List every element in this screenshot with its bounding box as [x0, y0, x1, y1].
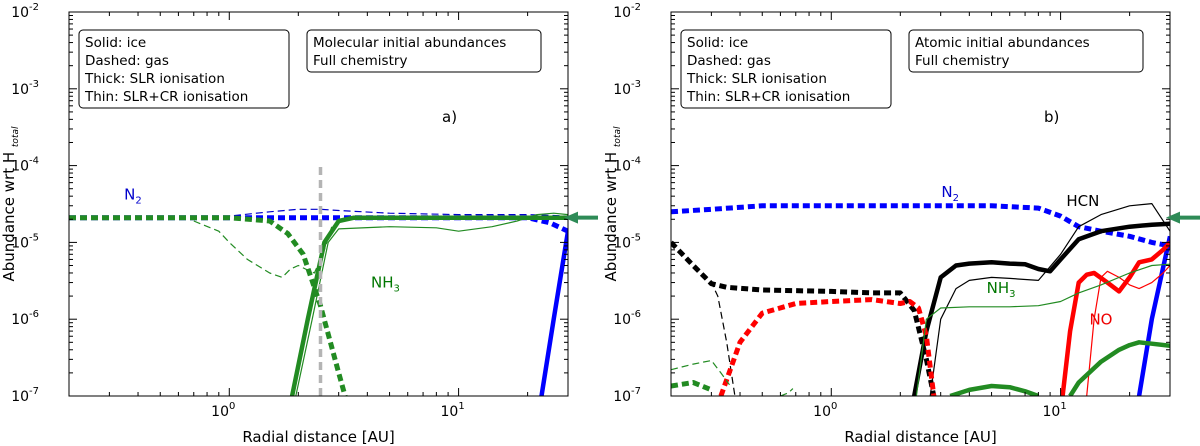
y-axis-label: Abundance wrt H total	[602, 126, 623, 281]
annotation-hcn: HCN	[1066, 192, 1099, 210]
x-tick-exponent: 0	[831, 401, 837, 412]
info-line: Full chemistry	[915, 53, 1009, 69]
plot-frame	[670, 11, 1171, 397]
series-n2-gas-slr-	[671, 203, 1170, 249]
series-n2-ice-slr-	[539, 230, 568, 396]
y-tick-exponent: -3	[29, 79, 39, 90]
legend-line: Thin: SLR+CR ionisation	[84, 89, 248, 105]
arrow-icon	[1166, 211, 1200, 224]
y-tick-exponent: -5	[631, 232, 641, 243]
y-tick-exponent: -5	[29, 232, 39, 243]
annotation-no: NO	[1089, 311, 1112, 329]
y-tick-exponent: -4	[29, 156, 39, 167]
y-tick-exponent: -3	[631, 79, 641, 90]
x-tick-exponent: 1	[1060, 401, 1066, 412]
y-axis-label: Abundance wrt H total	[0, 126, 21, 281]
x-tick-exponent: 0	[229, 401, 235, 412]
series-n2-ice-slr-	[1136, 235, 1170, 396]
legend-line: Thin: SLR+CR ionisation	[686, 89, 850, 105]
series-group	[671, 203, 1170, 396]
info-line: Molecular initial abundances	[313, 35, 506, 51]
x-tick-label: 100	[211, 401, 235, 420]
x-tick-label: 100	[813, 401, 837, 420]
panel-label: b)	[1044, 108, 1059, 126]
series-nh3-gas-small-feature	[780, 388, 794, 396]
y-tick-exponent: -2	[631, 2, 641, 13]
annotation-subscript: 2	[135, 196, 141, 207]
legend-line: Dashed: gas	[687, 53, 771, 69]
legend-line: Solid: ice	[85, 35, 146, 51]
y-tick-label: 10-2	[11, 2, 39, 21]
y-tick-exponent: -6	[631, 309, 641, 320]
annotation-nh3: NH3	[371, 273, 400, 294]
series-nh3-ice-slr-cr-	[915, 263, 1170, 396]
annotation-n2: N2	[941, 183, 959, 204]
info-box	[908, 29, 1144, 73]
annotation-subscript: 3	[394, 283, 400, 294]
legend-line: Thick: SLR ionisation	[84, 71, 225, 87]
panel-label: a)	[442, 108, 457, 126]
series-nh3-gas-slr-	[69, 215, 348, 396]
series-hcn-gas-slr-	[671, 240, 937, 396]
x-tick-label: 101	[440, 401, 464, 420]
y-axis-label-subscript: total	[11, 126, 21, 147]
arrow-icon	[564, 211, 598, 224]
series-nh3-ice-slr-	[949, 340, 1170, 396]
series-hcn-gas-slr-cr-	[671, 241, 736, 396]
y-tick-label: 10-6	[613, 309, 641, 328]
y-tick-exponent: -6	[29, 309, 39, 320]
series-no-ice-slr-cr-	[1086, 265, 1170, 396]
series-group	[69, 162, 568, 396]
series-hcn-ice-slr-	[911, 221, 1170, 396]
series-no-ice-slr-	[1060, 240, 1170, 396]
info-box	[306, 29, 542, 73]
info-line: Atomic initial abundances	[915, 35, 1090, 51]
series-nh3-gas-slr-cr-	[193, 220, 333, 278]
annotation-n2: N2	[124, 186, 142, 207]
series-nh3-ice-slr-cr-	[295, 212, 568, 396]
series-nh3-ice-slr-	[289, 215, 568, 396]
y-tick-label: 10-2	[613, 2, 641, 21]
info-line: Full chemistry	[313, 53, 407, 69]
annotation-subscript: 2	[953, 193, 959, 204]
legend-line: Dashed: gas	[85, 53, 169, 69]
legend-box	[680, 29, 892, 109]
legend-line: Thick: SLR ionisation	[686, 71, 827, 87]
plot-frame	[68, 11, 569, 397]
x-tick-exponent: 1	[458, 401, 464, 412]
series-hcn-ice-slr-cr-	[929, 203, 1170, 396]
y-tick-label: 10-7	[613, 386, 641, 405]
y-axis-label-subscript: total	[613, 126, 623, 147]
y-tick-exponent: -4	[631, 156, 641, 167]
y-tick-label: 10-3	[613, 79, 641, 98]
x-axis-label: Radial distance [AU]	[844, 428, 996, 446]
x-axis-label: Radial distance [AU]	[242, 428, 394, 446]
y-tick-label: 10-7	[11, 386, 39, 405]
annotation-nh3: NH3	[987, 279, 1016, 300]
series-nh3-gas-slr-cr-	[671, 359, 730, 386]
x-tick-label: 101	[1042, 401, 1066, 420]
series-no-gas-slr-	[718, 297, 937, 396]
legend-line: Solid: ice	[687, 35, 748, 51]
series-nh3-gas-slr-	[671, 380, 713, 393]
y-tick-exponent: -7	[29, 386, 39, 397]
y-tick-exponent: -7	[631, 386, 641, 397]
y-tick-label: 10-6	[11, 309, 39, 328]
y-tick-exponent: -2	[29, 2, 39, 13]
y-tick-label: 10-3	[11, 79, 39, 98]
annotation-subscript: 3	[1009, 289, 1015, 300]
legend-box	[78, 29, 290, 109]
